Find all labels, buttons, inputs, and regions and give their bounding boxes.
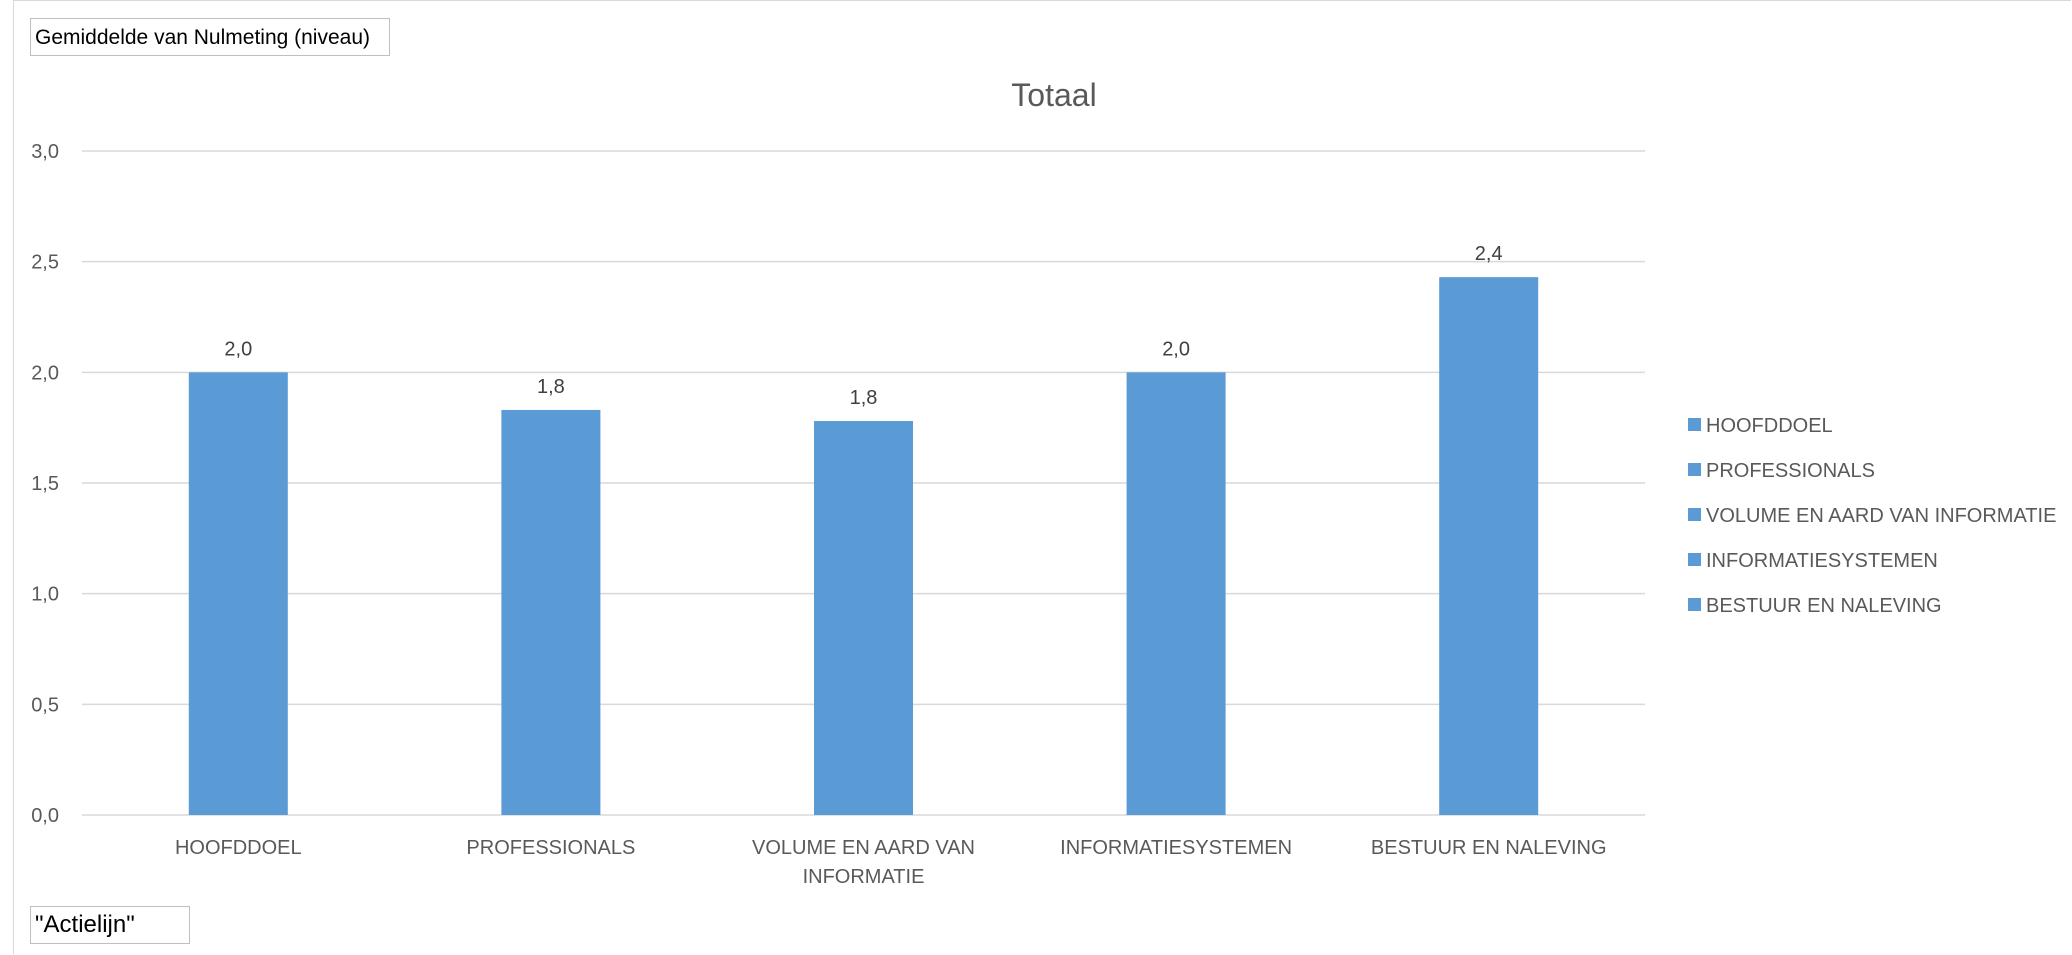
y-tick-label: 3,0 [31, 141, 59, 163]
bar [1126, 372, 1226, 815]
y-tick-label: 0,5 [31, 694, 59, 716]
data-label: 2,0 [224, 338, 252, 360]
y-axis: 0,0 0,5 1,0 1,5 2,0 2,5 3,0 [31, 141, 59, 827]
y-tick-label: 2,5 [31, 252, 59, 274]
bar [814, 421, 913, 815]
legend-entry: PROFESSIONALS [1706, 460, 1875, 482]
bar [188, 372, 288, 815]
bars [188, 277, 1539, 815]
y-tick-label: 1,0 [31, 584, 59, 606]
data-labels: 2,0 1,8 1,8 2,0 2,4 [224, 243, 1502, 409]
legend-swatch [1688, 598, 1701, 611]
chart-title: Totaal [1011, 77, 1096, 113]
legend-swatch [1688, 508, 1701, 521]
legend-entry: BESTUUR EN NALEVING [1706, 595, 1942, 617]
legend-swatch [1688, 553, 1701, 566]
legend: HOOFDDOEL PROFESSIONALS VOLUME EN AARD VAN… [1688, 415, 2056, 617]
axis-field-button[interactable]: "Actielijn" [30, 906, 190, 944]
legend-entry: HOOFDDOEL [1706, 415, 1833, 437]
y-tick-label: 1,5 [31, 473, 59, 495]
bar [1439, 277, 1539, 815]
chart-area [13, 0, 2071, 954]
x-tick-label: PROFESSIONALS [466, 837, 635, 859]
data-label: 2,4 [1475, 243, 1503, 265]
data-label: 2,0 [1162, 338, 1190, 360]
x-axis: HOOFDDOEL PROFESSIONALS VOLUME EN AARD VAN… [175, 837, 1607, 888]
data-label: 1,8 [537, 376, 565, 398]
legend-swatch [1688, 418, 1701, 431]
x-tick-label: BESTUUR EN NALEVING [1371, 837, 1607, 859]
y-tick-label: 0,0 [31, 805, 59, 827]
value-field-button[interactable]: Gemiddelde van Nulmeting (niveau) [30, 18, 390, 56]
legend-entry: VOLUME EN AARD VAN INFORMATIE [1706, 505, 2056, 527]
data-label: 1,8 [850, 387, 878, 409]
legend-swatch [1688, 463, 1701, 476]
legend-entry: INFORMATIESYSTEMEN [1706, 550, 1938, 572]
y-tick-label: 2,0 [31, 362, 59, 384]
x-tick-label: HOOFDDOEL [175, 837, 302, 859]
x-tick-label: INFORMATIE [803, 866, 925, 888]
x-tick-label: VOLUME EN AARD VAN [752, 837, 975, 859]
bar [501, 409, 601, 815]
x-tick-label: INFORMATIESYSTEMEN [1060, 837, 1292, 859]
